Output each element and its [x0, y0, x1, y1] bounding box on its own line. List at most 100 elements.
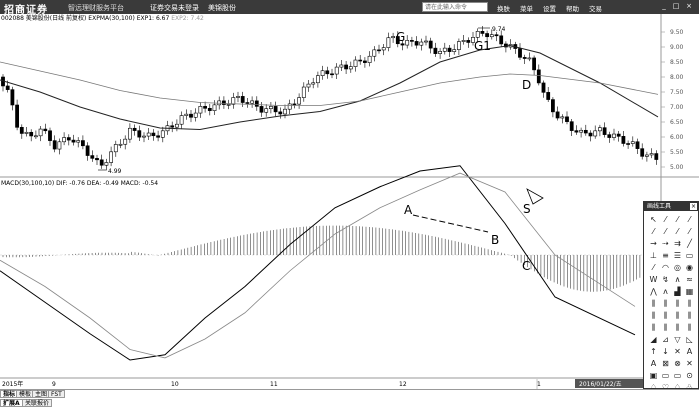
drawing-tool-icon[interactable]: ≡ [662, 251, 669, 260]
divergence-line [412, 214, 489, 233]
drawing-tool-icon[interactable]: ⊗ [674, 359, 681, 368]
menu-main[interactable]: 菜单 [520, 5, 533, 13]
menu-trade[interactable]: 交易 [589, 5, 602, 13]
candle-body [344, 64, 349, 70]
menu-skin[interactable]: 换肤 [497, 5, 510, 13]
drawing-tool-icon[interactable]: ↑ [650, 347, 657, 356]
candle-body [151, 132, 156, 137]
drawing-tool-icon[interactable]: ⫼ [663, 311, 668, 320]
candle-body [301, 86, 306, 98]
drawing-tool-icon[interactable]: ◠ [662, 263, 669, 272]
candle-body [156, 135, 161, 138]
candle-body [565, 116, 569, 122]
close-icon[interactable]: × [686, 2, 692, 10]
drawing-tool-icon[interactable]: ⫼ [687, 299, 692, 308]
candle-body [550, 99, 555, 113]
drawing-tool-icon[interactable]: ⫼ [675, 299, 680, 308]
drawing-tool-icon[interactable]: A [686, 347, 693, 356]
drawing-tool-icon[interactable]: ⫼ [687, 323, 692, 332]
drawing-tool-icon[interactable]: ≈ [686, 275, 693, 284]
drawing-tool-icon[interactable]: ◎ [674, 263, 681, 272]
close-icon[interactable]: × [690, 203, 697, 210]
menu-help[interactable]: 帮助 [566, 5, 579, 13]
drawing-tool-icon[interactable]: A [650, 359, 657, 368]
stock-name-link[interactable]: 美锦股份 [208, 4, 236, 12]
exp2-line [0, 61, 659, 106]
drawing-tool-icon[interactable]: ⫼ [663, 299, 668, 308]
drawing-tool-icon[interactable]: ◢ [650, 335, 657, 344]
drawing-tools-panel[interactable]: 画线工具 × ↖ ⁄ ⁄ ⁄ ⁄ ⁄ ⁄ ⁄ → ⇢ ⇉ ╱ ⊥ ≡ ☰ ▭ ⁄ ◠ ◎ ◉ W ↯ ∧ ≈ ⋀ ᴧ ▟ ▦ ⫼ ⫼ ⫼ ⫼ ⫼… [643, 201, 699, 392]
drawing-tool-icon[interactable]: ᴧ [663, 287, 668, 296]
macd-header: MACD(30,100,10) DIF: -0.76 DEA: -0.49 MA… [1, 180, 159, 187]
drawing-tool-icon[interactable]: ♧ [685, 383, 694, 392]
drawing-tool-icon[interactable]: ▭ [673, 371, 682, 380]
drawing-tool-icon[interactable]: ⋀ [650, 287, 657, 296]
menu-settings[interactable]: 设置 [543, 5, 556, 13]
drawing-tool-icon[interactable]: ⫼ [675, 311, 680, 320]
exp1-line [0, 44, 659, 131]
candle-body [635, 141, 640, 149]
drawing-tool-icon[interactable]: ⁄ [688, 227, 691, 236]
drawing-tool-icon[interactable]: ⇉ [674, 239, 681, 248]
tab-extend-a[interactable]: 扩展A [0, 399, 23, 407]
drawing-tool-icon[interactable]: ╱ [687, 239, 692, 248]
drawing-tool-icon[interactable]: ⊥ [650, 251, 657, 260]
drawing-tool-icon[interactable]: ⁄ [676, 215, 679, 224]
chart-canvas[interactable]: 9.50 9.00 8.50 8.00 7.50 7.00 6.50 6.00 5.50 5.00… [0, 14, 699, 389]
drawing-tool-icon[interactable]: ⁄ [664, 227, 667, 236]
drawing-tool-icon[interactable]: ⊙ [686, 371, 693, 380]
drawing-tool-icon[interactable]: ▦ [685, 287, 694, 296]
drawing-tool-icon[interactable]: ⫼ [651, 299, 656, 308]
drawing-tool-icon[interactable]: ✕ [686, 359, 693, 368]
drawing-tool-icon[interactable]: ▭ [661, 371, 670, 380]
drawing-tool-icon[interactable]: ⊿ [662, 335, 669, 344]
drawing-tool-icon[interactable]: ↓ [662, 347, 669, 356]
drawing-tool-icon[interactable]: ◉ [686, 263, 693, 272]
drawing-tool-icon[interactable]: ⫼ [651, 323, 656, 332]
drawing-tool-icon[interactable]: ♡ [661, 383, 670, 392]
drawing-tool-icon[interactable]: ⫼ [675, 323, 680, 332]
drawing-tool-icon[interactable]: ⁄ [688, 215, 691, 224]
drawing-tool-icon[interactable]: ✕ [674, 347, 681, 356]
drawing-tool-icon[interactable]: ⁄ [652, 227, 655, 236]
drawing-tool-icon[interactable]: ▽ [674, 335, 681, 344]
command-input[interactable]: 请在此输入命令 [422, 2, 488, 12]
macd-lines [0, 165, 636, 361]
candle-body [621, 136, 626, 144]
minimize-icon[interactable]: _ [662, 2, 666, 10]
drawing-tool-icon[interactable]: ↖ [650, 215, 657, 224]
candle-body [222, 100, 226, 105]
drawing-tool-icon[interactable]: ▟ [674, 287, 681, 296]
drawing-tool-icon[interactable]: W [649, 275, 658, 284]
candle-body [19, 127, 24, 134]
drawing-tool-icon[interactable]: ⁄ [652, 263, 655, 272]
drawing-tool-icon[interactable]: ⇢ [662, 239, 669, 248]
drawing-tool-icon[interactable]: ◺ [686, 335, 693, 344]
drawing-tool-icon[interactable]: ∧ [674, 275, 681, 284]
drawing-tool-icon[interactable]: ▣ [649, 371, 658, 380]
drawing-tool-icon[interactable]: ▭ [685, 251, 694, 260]
annotation-s: S [523, 202, 531, 216]
top-bar: 招商证券 智远理财服务平台 证券交易未登录 美锦股份 请在此输入命令 换肤 菜单… [0, 0, 699, 16]
trade-login-link[interactable]: 证券交易未登录 [150, 4, 199, 12]
drawing-tool-icon[interactable]: ♢ [673, 383, 682, 392]
drawing-tool-icon[interactable]: ⁄ [676, 227, 679, 236]
tab-fst[interactable]: FST [48, 390, 65, 398]
drawing-tool-icon[interactable]: ⫼ [687, 311, 692, 320]
candle-body [85, 145, 90, 156]
candle-body [193, 112, 198, 118]
tab-related-quote[interactable]: 关联报价 [22, 399, 53, 407]
maximize-icon[interactable]: □ [672, 2, 680, 10]
drawing-tool-icon[interactable]: ⊠ [662, 359, 669, 368]
drawing-tool-icon[interactable]: ⁄ [664, 215, 667, 224]
chart-area[interactable]: 9.50 9.00 8.50 8.00 7.50 7.00 6.50 6.00 5.50 5.00… [0, 14, 699, 407]
candle-body [146, 132, 151, 137]
drawing-tool-icon[interactable]: ⫼ [651, 311, 656, 320]
drawing-tool-icon[interactable]: ↯ [662, 275, 669, 284]
drawing-tool-icon[interactable]: → [650, 239, 657, 248]
drawing-tool-icon[interactable]: ⫼ [663, 323, 668, 332]
annotation-g1: G1 [474, 39, 491, 53]
candle-body [207, 108, 212, 111]
drawing-tool-icon[interactable]: ♤ [649, 383, 658, 392]
drawing-tool-icon[interactable]: ☰ [673, 251, 682, 260]
